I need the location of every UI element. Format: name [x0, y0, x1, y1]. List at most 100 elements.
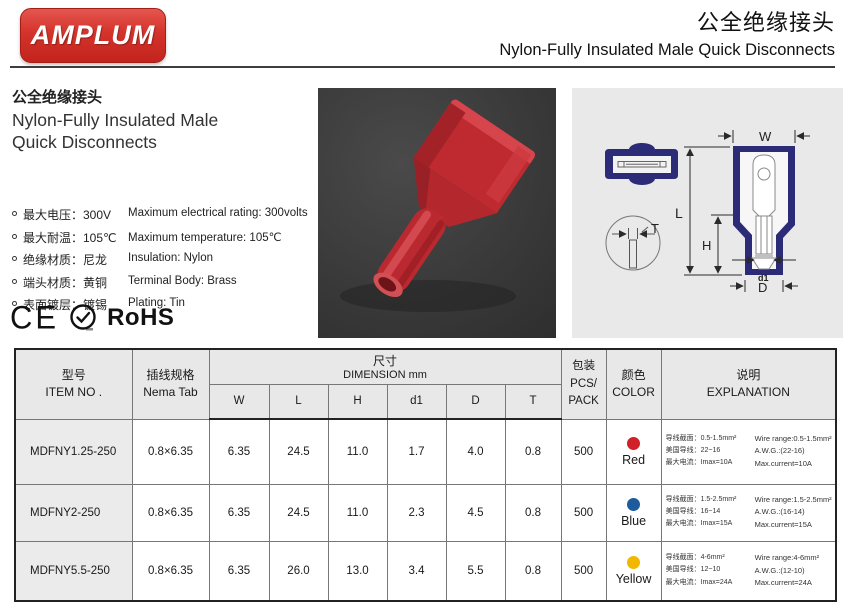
d1-cell: 1.7	[386, 418, 447, 485]
bullet-icon	[12, 233, 17, 239]
col-header-item-no: 型号 ITEM NO .	[14, 348, 133, 420]
col-header-d1: d1	[386, 383, 447, 420]
spec-item: 最大耐温：105℃ Maximum temperature: 105℃	[12, 229, 312, 252]
col-header-explanation: 说明 EXPLANATION	[660, 348, 837, 420]
t-cell: 0.8	[504, 483, 562, 542]
col-header-nema-tab: 插线规格 Nema Tab	[131, 348, 210, 420]
bullet-icon	[12, 256, 17, 261]
col-header-pack: 包装 PCS/ PACK	[560, 348, 607, 420]
nema-cell: 0.8×6.35	[131, 540, 210, 602]
spec-cn: 端头材质：黄铜	[23, 275, 108, 290]
table-row: MDFNY1.25-250 0.8×6.35 6.35 24.5 11.0 1.…	[14, 418, 837, 485]
product-title-en: Nylon-Fully Insulated Male Quick Disconn…	[12, 110, 219, 152]
w-cell: 6.35	[208, 483, 270, 542]
spec-en: Plating: Tin	[128, 297, 185, 309]
spec-item: 端头材质：黄铜 Terminal Body: Brass	[12, 274, 312, 297]
nema-cell: 0.8×6.35	[131, 483, 210, 542]
bullet-icon	[12, 211, 17, 216]
col-header-w: W	[208, 383, 270, 420]
header-divider	[10, 66, 835, 68]
w-cell: 6.35	[208, 540, 270, 602]
brand-logo: AMPLUM	[20, 8, 166, 63]
page-title-cn: 公全绝缘接头	[696, 10, 835, 35]
table-row: MDFNY5.5-250 0.8×6.35 6.35 26.0 13.0 3.4…	[14, 540, 837, 602]
table-row: MDFNY2-250 0.8×6.35 6.35 24.5 11.0 2.3 4…	[14, 483, 837, 542]
product-title: 公全绝缘接头 Nylon-Fully Insulated Male Quick …	[12, 86, 262, 154]
explanation-cell: 导线截面：0.5-1.5mm² 美国导线：22~16 最大电流：Imax=10A…	[660, 418, 837, 485]
dim-d-lines	[730, 280, 798, 292]
l-cell: 24.5	[268, 418, 329, 485]
h-cell: 11.0	[327, 483, 388, 542]
rohs-label: RoHS	[107, 304, 175, 331]
spec-en: Maximum electrical rating: 300volts	[128, 207, 308, 219]
dim-label-d1: d1	[758, 273, 769, 283]
d-cell: 5.5	[445, 540, 506, 602]
page-title: 公全绝缘接头 Nylon-Fully Insulated Male Quick …	[499, 5, 835, 60]
certification-row: CE RoHS	[10, 299, 175, 336]
col-header-d: D	[445, 383, 506, 420]
spec-item: 绝缘材质：尼龙 Insulation: Nylon	[12, 251, 312, 274]
w-cell: 6.35	[208, 418, 270, 485]
l-cell: 24.5	[268, 483, 329, 542]
color-dot-icon	[627, 497, 641, 511]
d-cell: 4.0	[445, 418, 506, 485]
h-cell: 11.0	[327, 418, 388, 485]
spec-table: 型号 ITEM NO . 插线规格 Nema Tab 尺寸 DIMENSION …	[14, 348, 838, 602]
dim-label-w: W	[759, 129, 772, 144]
side-view	[733, 146, 795, 275]
d1-cell: 2.3	[386, 483, 447, 542]
spec-en: Terminal Body: Brass	[128, 274, 237, 287]
top-view	[605, 143, 678, 185]
spec-cn: 最大电压：300V	[23, 208, 112, 222]
color-dot-icon	[627, 436, 641, 450]
pack-cell: 500	[560, 418, 607, 485]
ce-mark-icon: CE	[10, 299, 60, 336]
h-cell: 13.0	[327, 540, 388, 602]
dimension-drawing: T	[605, 129, 810, 295]
dim-label-t: T	[651, 221, 659, 236]
dim-label-h: H	[702, 238, 711, 253]
color-dot-icon	[627, 555, 641, 569]
t-cell: 0.8	[504, 418, 562, 485]
pack-cell: 500	[560, 483, 607, 542]
technical-diagram: T	[572, 88, 843, 338]
bullet-icon	[12, 301, 17, 306]
color-cell: Blue	[605, 483, 662, 542]
color-cell: Yellow	[605, 540, 662, 602]
page-title-en: Nylon-Fully Insulated Male Quick Disconn…	[499, 41, 835, 59]
nema-cell: 0.8×6.35	[131, 418, 210, 485]
item-no-cell: MDFNY1.25-250	[14, 418, 133, 485]
l-cell: 26.0	[268, 540, 329, 602]
d-cell: 4.5	[445, 483, 506, 542]
dim-l-lines	[684, 146, 742, 276]
col-header-l: L	[268, 383, 329, 420]
spec-item: 表面镀层：镀锡 Plating: Tin	[12, 296, 312, 319]
bullet-icon	[12, 278, 17, 284]
red-connector-image	[340, 99, 536, 312]
spec-cn: 绝缘材质：尼龙	[23, 253, 108, 267]
d1-cell: 3.4	[386, 540, 447, 602]
certification-circle-icon	[70, 304, 96, 331]
color-cell: Red	[605, 418, 662, 485]
dim-h-lines	[711, 214, 733, 274]
explanation-cell: 导线截面：4-6mm² 美国导线：12~10 最大电流：Imax=24A Wir…	[660, 540, 837, 602]
col-header-dimension: 尺寸 DIMENSION mm	[208, 348, 562, 385]
spec-item: 最大电压：300V Maximum electrical rating: 300…	[12, 206, 312, 229]
pack-cell: 500	[560, 540, 607, 602]
spec-en: Maximum temperature: 105℃	[128, 231, 282, 244]
explanation-cell: 导线截面：1.5-2.5mm² 美国导线：16~14 最大电流：Imax=15A…	[660, 483, 837, 542]
t-cell: 0.8	[504, 540, 562, 602]
thickness-view	[605, 215, 661, 271]
spec-cn: 表面镀层：镀锡	[23, 298, 108, 312]
dim-label-d: D	[758, 280, 767, 295]
product-title-cn: 公全绝缘接头	[12, 89, 103, 106]
dim-w-lines	[718, 130, 810, 143]
dim-label-l: L	[675, 205, 683, 221]
spec-en: Insulation: Nylon	[128, 252, 214, 264]
col-header-t: T	[504, 383, 562, 420]
spec-cn: 最大耐温：105℃	[23, 230, 117, 245]
spec-list: 最大电压：300V Maximum electrical rating: 300…	[12, 206, 312, 319]
product-photo	[318, 88, 556, 338]
brand-logo-text: AMPLUM	[30, 20, 156, 50]
